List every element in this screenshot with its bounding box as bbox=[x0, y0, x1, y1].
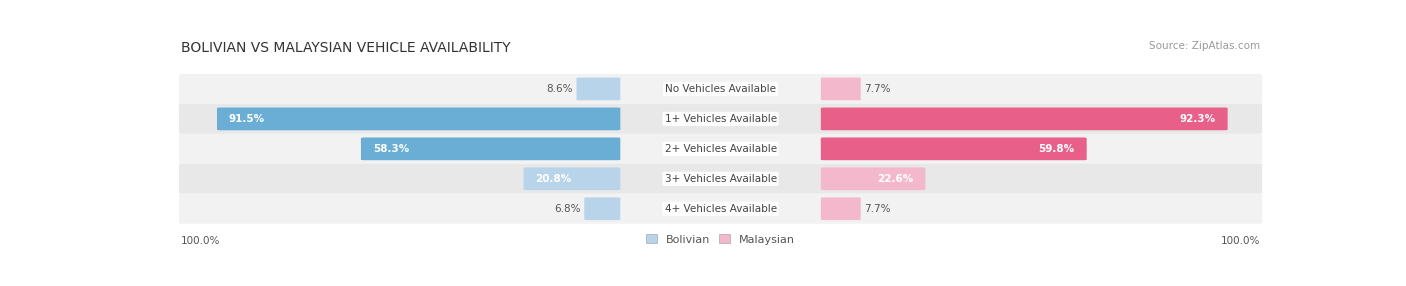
Text: 6.8%: 6.8% bbox=[554, 204, 581, 214]
Text: Source: ZipAtlas.com: Source: ZipAtlas.com bbox=[1149, 41, 1260, 51]
Text: 4+ Vehicles Available: 4+ Vehicles Available bbox=[665, 204, 776, 214]
FancyBboxPatch shape bbox=[821, 197, 860, 220]
FancyBboxPatch shape bbox=[523, 167, 620, 190]
FancyBboxPatch shape bbox=[179, 194, 1263, 224]
FancyBboxPatch shape bbox=[179, 104, 1263, 134]
Text: No Vehicles Available: No Vehicles Available bbox=[665, 84, 776, 94]
Text: 58.3%: 58.3% bbox=[373, 144, 409, 154]
FancyBboxPatch shape bbox=[821, 108, 1227, 130]
FancyBboxPatch shape bbox=[179, 134, 1263, 164]
Text: 7.7%: 7.7% bbox=[865, 84, 890, 94]
FancyBboxPatch shape bbox=[821, 138, 1087, 160]
FancyBboxPatch shape bbox=[217, 108, 620, 130]
Text: 22.6%: 22.6% bbox=[877, 174, 914, 184]
FancyBboxPatch shape bbox=[585, 197, 620, 220]
Text: 100.0%: 100.0% bbox=[181, 236, 221, 246]
Text: 91.5%: 91.5% bbox=[229, 114, 266, 124]
Text: 2+ Vehicles Available: 2+ Vehicles Available bbox=[665, 144, 776, 154]
Text: 59.8%: 59.8% bbox=[1039, 144, 1074, 154]
Legend: Bolivian, Malaysian: Bolivian, Malaysian bbox=[641, 230, 800, 249]
FancyBboxPatch shape bbox=[179, 74, 1263, 104]
Text: 8.6%: 8.6% bbox=[547, 84, 574, 94]
FancyBboxPatch shape bbox=[179, 164, 1263, 194]
Text: 20.8%: 20.8% bbox=[536, 174, 572, 184]
Text: 100.0%: 100.0% bbox=[1220, 236, 1260, 246]
Text: BOLIVIAN VS MALAYSIAN VEHICLE AVAILABILITY: BOLIVIAN VS MALAYSIAN VEHICLE AVAILABILI… bbox=[181, 41, 510, 55]
Text: 92.3%: 92.3% bbox=[1180, 114, 1216, 124]
FancyBboxPatch shape bbox=[361, 138, 620, 160]
FancyBboxPatch shape bbox=[576, 78, 620, 100]
Text: 3+ Vehicles Available: 3+ Vehicles Available bbox=[665, 174, 776, 184]
FancyBboxPatch shape bbox=[821, 167, 925, 190]
FancyBboxPatch shape bbox=[821, 78, 860, 100]
Text: 7.7%: 7.7% bbox=[865, 204, 890, 214]
Text: 1+ Vehicles Available: 1+ Vehicles Available bbox=[665, 114, 776, 124]
